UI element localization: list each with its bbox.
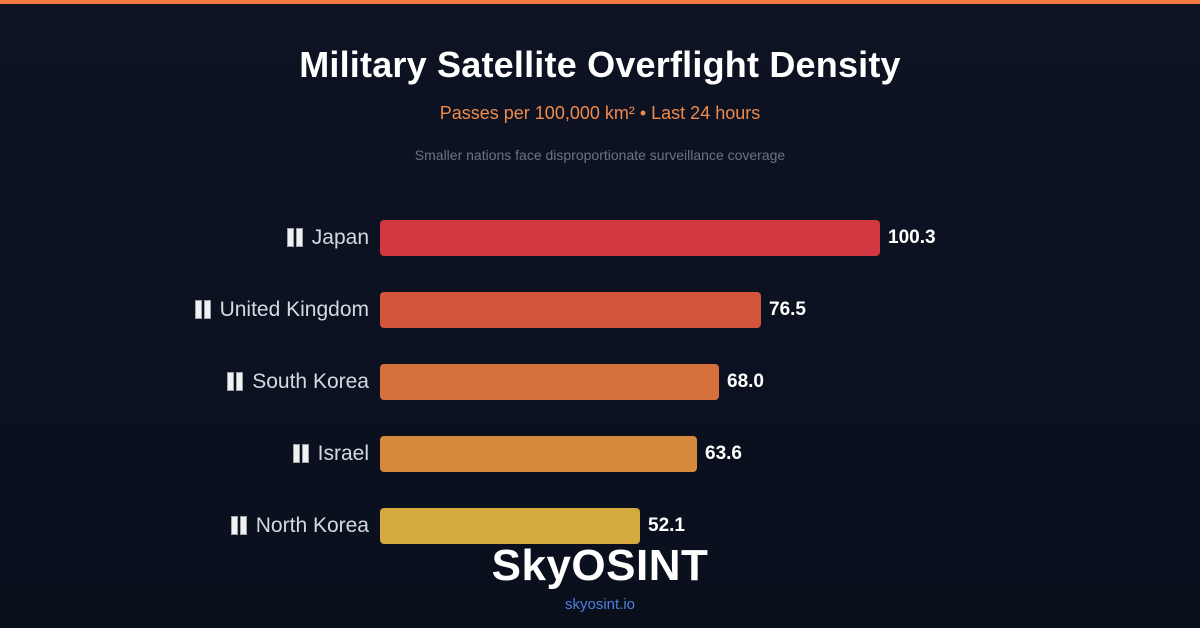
bar — [380, 292, 761, 328]
category-label-text: Israel — [317, 442, 369, 465]
bar-value-label: 63.6 — [705, 443, 742, 464]
category-label: Japan — [286, 226, 369, 250]
flag-icon — [230, 514, 249, 538]
category-label-text: South Korea — [252, 370, 369, 393]
bar — [380, 508, 640, 544]
category-label: North Korea — [230, 514, 369, 538]
flag-icon — [194, 298, 213, 322]
brand-url: skyosint.io — [564, 596, 636, 613]
category-label-text: Japan — [311, 226, 369, 249]
accent-top-bar — [0, 0, 1200, 4]
bar-value-label: 68.0 — [727, 371, 764, 392]
bar — [380, 436, 697, 472]
chart-note: Smaller nations face disproportionate su… — [414, 147, 786, 163]
flag-icon — [286, 226, 305, 250]
bar-value-label: 52.1 — [648, 515, 685, 536]
bar-value-label: 76.5 — [769, 299, 806, 320]
bar-value-label: 100.3 — [888, 227, 936, 248]
category-label: United Kingdom — [194, 298, 369, 322]
chart-subtitle: Passes per 100,000 km² • Last 24 hours — [439, 103, 761, 123]
bar — [380, 364, 719, 400]
flag-icon — [227, 370, 245, 394]
chart-title: Military Satellite Overflight Density — [299, 44, 901, 85]
category-label: Israel — [292, 442, 369, 466]
flag-icon — [292, 442, 311, 466]
bar — [380, 220, 880, 256]
category-label: South Korea — [227, 370, 369, 394]
category-label-text: United Kingdom — [219, 298, 369, 321]
brand-logo-text: SkyOSINT — [491, 541, 709, 590]
category-label-text: North Korea — [255, 514, 369, 537]
